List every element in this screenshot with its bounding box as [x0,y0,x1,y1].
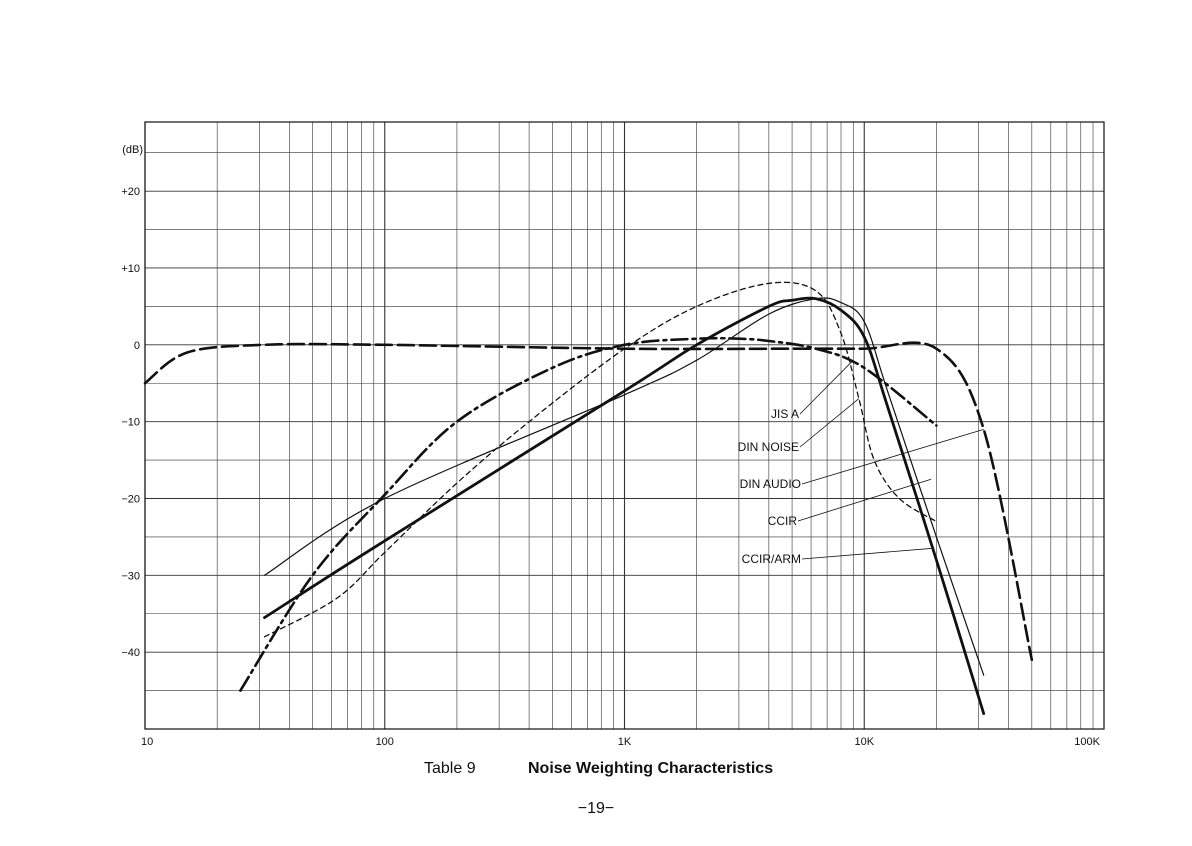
chart-annotations: JIS A DIN NOISE DIN AUDIO CCIR CCIR/ARM [738,359,984,566]
series-line-jis-a [263,297,985,676]
y-tick-label: +10 [121,263,140,275]
annotation-label: CCIR/ARM [742,552,801,566]
x-tick-label: 1K [618,736,632,748]
x-tick-label: 10 [141,736,153,748]
x-tick-label: 100K [1074,736,1100,748]
annotation-label: JIS A [771,407,799,421]
chart-grid [144,122,1104,729]
y-tick-label: −30 [121,570,140,582]
y-tick-label: −10 [121,417,140,429]
caption-title: Noise Weighting Characteristics [528,760,774,777]
x-tick-label: 100 [376,736,394,748]
x-tick-label: 10K [854,736,874,748]
y-axis-label: (dB) [122,144,143,156]
y-tick-label: +20 [121,186,140,198]
annotation-leader-line [799,398,860,448]
annotation-leader-line [799,359,854,415]
annotation-label: DIN NOISE [738,440,799,454]
chart-series [143,281,1034,715]
series-line-ccir [263,296,986,715]
series-line-din-audio [143,341,1034,662]
annotation-leader-line [797,478,932,522]
y-tick-label: −20 [121,493,140,505]
plot-frame [144,121,1105,730]
annotation-label: CCIR [768,514,798,528]
chart-tick-labels: 10 100 1K 10K 100K +20 +10 0 −10 −20 −30 −40 [121,186,1100,748]
annotation-label: DIN AUDIO [740,477,801,491]
caption-table-number: Table 9 [424,760,476,777]
annotation-leader-line [801,428,984,485]
series-line-ccir-arm [239,336,938,692]
series-line-din-noise [263,281,938,638]
y-tick-label: 0 [134,340,140,352]
annotation-leader-line [801,548,932,560]
page-number: −19− [577,800,615,817]
y-tick-label: −40 [121,647,140,659]
